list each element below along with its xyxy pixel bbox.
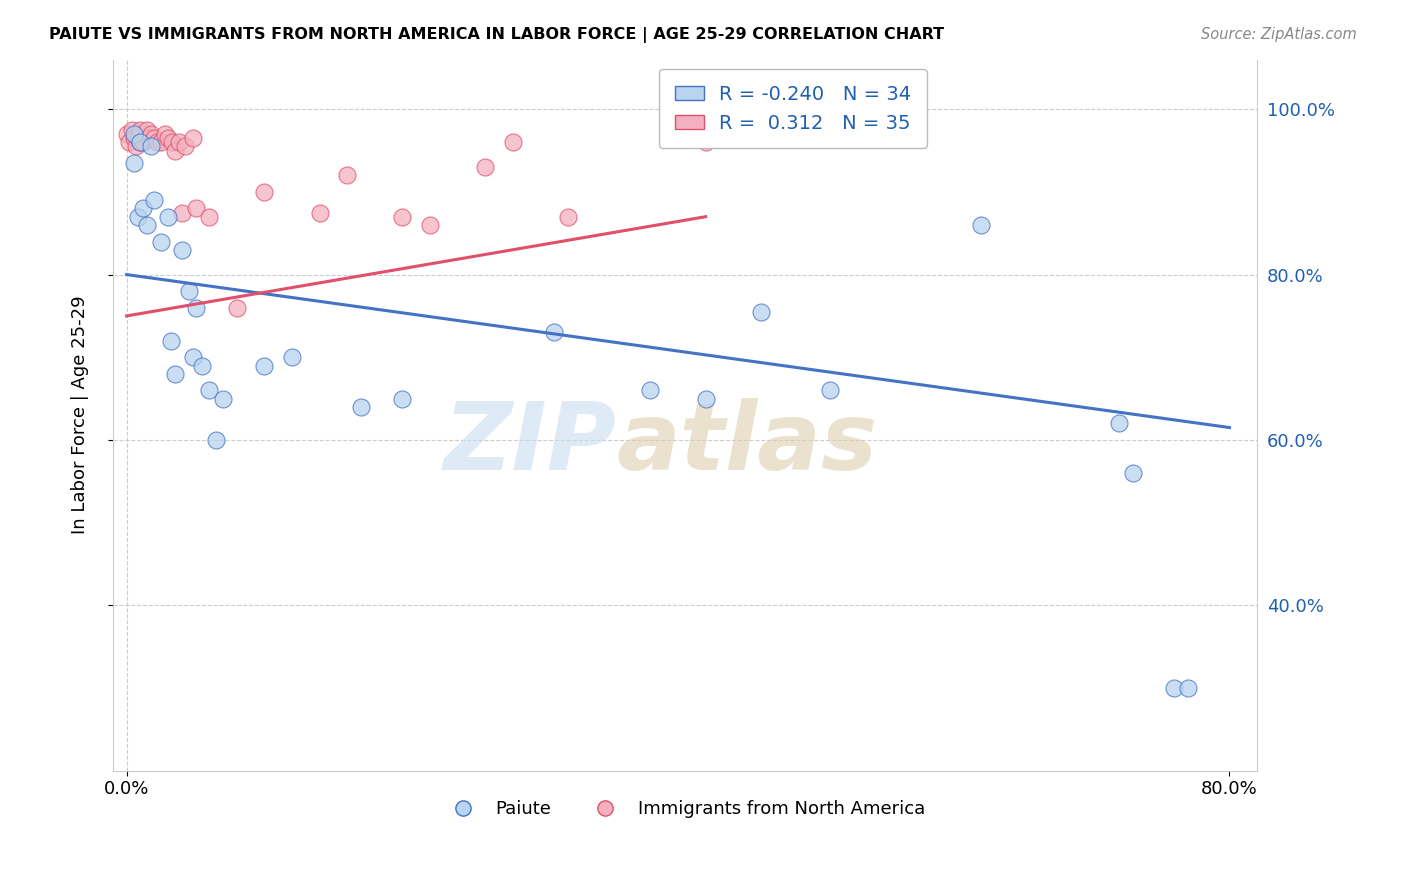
Point bbox=[156, 131, 179, 145]
Point bbox=[695, 392, 717, 406]
Point bbox=[150, 136, 173, 150]
Point bbox=[253, 185, 276, 199]
Point bbox=[212, 392, 235, 406]
Point bbox=[205, 433, 228, 447]
Point bbox=[127, 131, 149, 145]
Point bbox=[155, 127, 177, 141]
Point bbox=[818, 384, 841, 398]
Point bbox=[181, 131, 204, 145]
Point bbox=[118, 136, 141, 150]
Point bbox=[253, 359, 276, 373]
Point bbox=[143, 193, 166, 207]
Point bbox=[115, 127, 138, 141]
Point bbox=[163, 144, 186, 158]
Point bbox=[122, 156, 145, 170]
Point bbox=[191, 359, 214, 373]
Point bbox=[1122, 466, 1144, 480]
Point bbox=[749, 305, 772, 319]
Point bbox=[127, 210, 149, 224]
Point bbox=[970, 218, 993, 232]
Point bbox=[557, 210, 579, 224]
Point bbox=[502, 136, 524, 150]
Point bbox=[198, 384, 221, 398]
Point bbox=[1177, 681, 1199, 695]
Point bbox=[122, 131, 145, 145]
Point bbox=[281, 351, 304, 365]
Text: PAIUTE VS IMMIGRANTS FROM NORTH AMERICA IN LABOR FORCE | AGE 25-29 CORRELATION C: PAIUTE VS IMMIGRANTS FROM NORTH AMERICA … bbox=[49, 27, 945, 43]
Point bbox=[125, 139, 148, 153]
Point bbox=[136, 123, 159, 137]
Point bbox=[122, 127, 145, 141]
Point bbox=[170, 243, 193, 257]
Text: atlas: atlas bbox=[616, 398, 877, 490]
Point bbox=[170, 205, 193, 219]
Point bbox=[129, 136, 152, 150]
Y-axis label: In Labor Force | Age 25-29: In Labor Force | Age 25-29 bbox=[72, 296, 89, 534]
Point bbox=[141, 127, 163, 141]
Point bbox=[184, 301, 207, 315]
Point bbox=[226, 301, 249, 315]
Point bbox=[150, 235, 173, 249]
Point bbox=[138, 131, 160, 145]
Point bbox=[159, 334, 181, 348]
Text: Source: ZipAtlas.com: Source: ZipAtlas.com bbox=[1201, 27, 1357, 42]
Point bbox=[146, 136, 169, 150]
Point bbox=[474, 160, 496, 174]
Point bbox=[184, 202, 207, 216]
Text: ZIP: ZIP bbox=[443, 398, 616, 490]
Point bbox=[173, 139, 195, 153]
Point bbox=[391, 210, 413, 224]
Point bbox=[129, 123, 152, 137]
Point bbox=[177, 284, 200, 298]
Point bbox=[308, 205, 330, 219]
Point bbox=[160, 136, 183, 150]
Point bbox=[163, 367, 186, 381]
Point bbox=[156, 210, 179, 224]
Point bbox=[391, 392, 413, 406]
Point bbox=[640, 384, 662, 398]
Point bbox=[695, 136, 717, 150]
Point bbox=[350, 400, 373, 414]
Point bbox=[141, 139, 163, 153]
Point bbox=[181, 351, 204, 365]
Point bbox=[143, 131, 166, 145]
Point bbox=[198, 210, 221, 224]
Point bbox=[132, 202, 155, 216]
Point bbox=[167, 136, 190, 150]
Point bbox=[121, 123, 143, 137]
Point bbox=[1163, 681, 1185, 695]
Point bbox=[1108, 417, 1130, 431]
Point bbox=[129, 136, 152, 150]
Legend: Paiute, Immigrants from North America: Paiute, Immigrants from North America bbox=[437, 793, 932, 826]
Point bbox=[543, 326, 565, 340]
Point bbox=[419, 218, 441, 232]
Point bbox=[136, 218, 159, 232]
Point bbox=[336, 169, 359, 183]
Point bbox=[132, 136, 155, 150]
